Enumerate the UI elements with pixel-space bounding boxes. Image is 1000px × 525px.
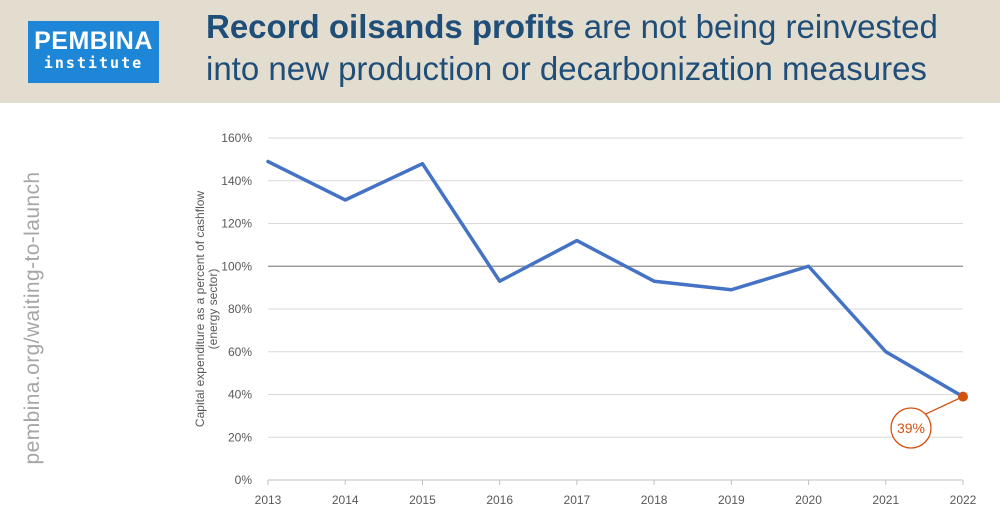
y-tick-label: 40% bbox=[228, 388, 252, 402]
series-layer bbox=[266, 159, 965, 399]
x-tick-label: 2021 bbox=[872, 493, 899, 507]
x-tick-label: 2020 bbox=[795, 493, 822, 507]
headline: Record oilsands profits are not being re… bbox=[206, 6, 996, 90]
pembina-logo[interactable]: PEMBINA institute bbox=[28, 21, 159, 83]
annotation-bubble bbox=[890, 407, 932, 449]
y-tick-label: 140% bbox=[221, 174, 252, 188]
series-line bbox=[266, 159, 965, 399]
y-tick-label: 0% bbox=[235, 473, 253, 487]
annotation-leader-line bbox=[925, 396, 964, 415]
y-tick-label: 160% bbox=[221, 131, 252, 145]
header-band: PEMBINA institute Record oilsands profit… bbox=[0, 0, 1000, 103]
y-tick-labels: 0% 20% 40% 60% 80% 100% 120% 140% 160% bbox=[221, 131, 252, 487]
x-tick-label: 2022 bbox=[950, 493, 977, 507]
x-tick-label: 2015 bbox=[409, 493, 436, 507]
x-tick-label: 2017 bbox=[564, 493, 591, 507]
x-tick-label: 2013 bbox=[255, 493, 282, 507]
y-tick-label: 120% bbox=[221, 217, 252, 231]
y-tick-label: 80% bbox=[228, 302, 252, 316]
headline-rest: are not being reinvested into new produc… bbox=[206, 8, 938, 87]
highlight-point-2022 bbox=[958, 391, 968, 402]
y-axis-label-line2: (energy sector) bbox=[206, 269, 220, 350]
x-tick-label: 2014 bbox=[332, 493, 359, 507]
annotation-layer: 39% bbox=[890, 391, 968, 449]
x-tick-label: 2018 bbox=[641, 493, 668, 507]
y-axis-label-line1: Capital expenditure as a percent of cash… bbox=[193, 191, 207, 427]
x-tick-labels: 2013 2014 2015 2016 2017 2018 2019 2020 2021 2022 bbox=[255, 493, 977, 507]
x-tick-label: 2016 bbox=[486, 493, 513, 507]
y-tick-label: 100% bbox=[221, 259, 252, 273]
logo-name-bottom: institute bbox=[43, 54, 144, 72]
grid-lines bbox=[267, 137, 964, 485]
annotation-label: 39% bbox=[897, 420, 925, 436]
logo-name-top: PEMBINA bbox=[34, 27, 153, 55]
x-tick-label: 2019 bbox=[718, 493, 745, 507]
y-tick-label: 20% bbox=[228, 430, 252, 444]
y-tick-label: 60% bbox=[228, 345, 252, 359]
headline-bold: Record oilsands profits bbox=[206, 8, 575, 45]
